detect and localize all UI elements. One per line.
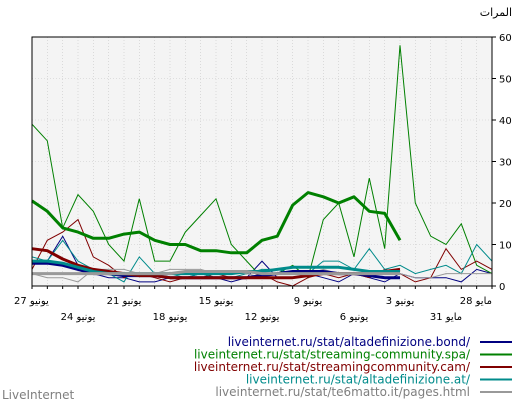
smoothed-line-4	[32, 259, 400, 276]
x-tick-label: 24 يونيو	[61, 312, 96, 323]
legend-label-4: liveinternet.ru/stat/altadefinizione.at/	[246, 373, 471, 387]
legend-label-5: liveinternet.ru/stat/te6matto.it/pages.h…	[215, 385, 470, 399]
y-tick-label: 50	[499, 75, 512, 86]
y-axis: 0 10 20 30 40 50 60	[492, 33, 512, 293]
smoothed-line-1	[31, 191, 402, 255]
y-tick-label: 40	[499, 116, 512, 127]
x-axis: 27 يونيو 24 يونيو 21 يونيو 18 يونيو 15 يونيو…	[14, 286, 493, 323]
y-axis-label: المرات	[480, 6, 512, 19]
x-tick-label: 21 يونيو	[107, 296, 142, 307]
x-tick-label: 6 يونيو	[340, 312, 369, 323]
x-tick-label: 3 يونيو	[386, 296, 415, 307]
legend-label-3: liveinternet.ru/stat/streamingcommunity.…	[194, 360, 471, 374]
x-tick-label: 31 مايو	[430, 312, 462, 323]
x-tick-label: 28 مايو	[460, 296, 492, 307]
y-tick-label: 0	[499, 282, 505, 293]
smoothed-line-5	[32, 270, 400, 276]
x-tick-label: 12 يونيو	[245, 312, 280, 323]
y-tick-label: 10	[499, 241, 512, 252]
y-tick-label: 60	[499, 33, 512, 44]
x-tick-label: 9 يونيو	[294, 296, 323, 307]
legend: liveinternet.ru/stat/altadefinizione.bon…	[194, 335, 512, 399]
series-layer	[31, 45, 493, 287]
y-tick-label: 30	[499, 158, 512, 169]
footer-brand: LiveInternet	[2, 388, 75, 402]
legend-label-1: liveinternet.ru/stat/altadefinizione.bon…	[228, 335, 471, 349]
legend-label-2: liveinternet.ru/stat/streaming-community…	[194, 348, 471, 362]
y-tick-label: 20	[499, 199, 512, 210]
x-tick-label: 15 يونيو	[199, 296, 234, 307]
x-tick-label: 18 يونيو	[153, 312, 188, 323]
x-tick-label: 27 يونيو	[14, 296, 49, 307]
